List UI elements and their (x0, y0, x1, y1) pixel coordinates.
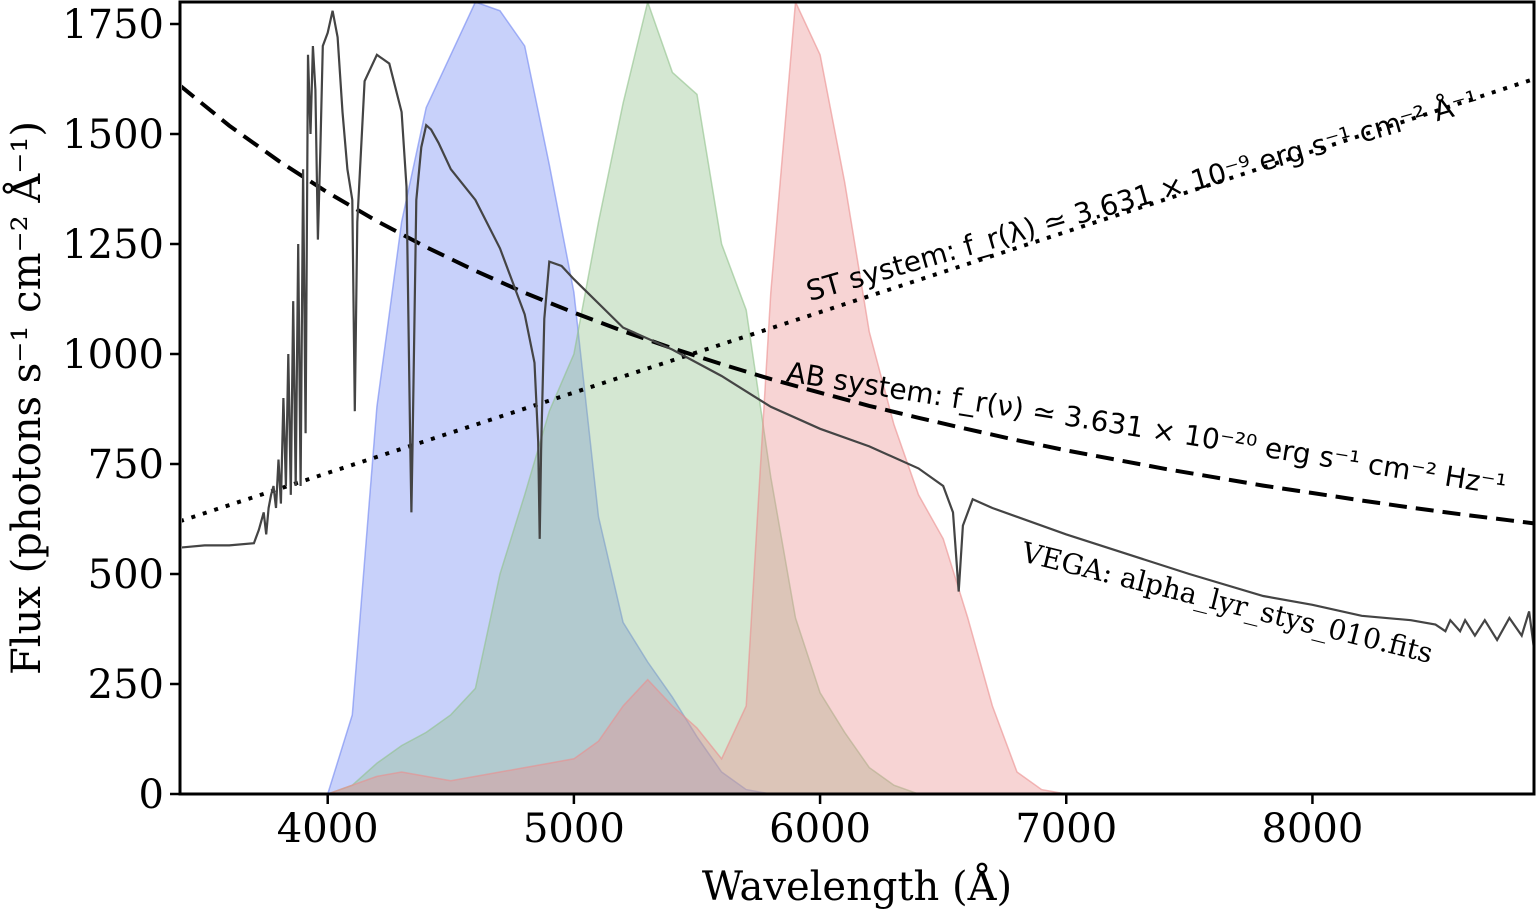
flux-lines (182, 10, 1534, 649)
blue-filter-band (327, 2, 770, 793)
plot-frame (178, 0, 1536, 796)
y-tick-label: 500 (88, 552, 164, 598)
y-tick-label: 1000 (62, 332, 164, 378)
vega-spectrum (182, 10, 1534, 649)
y-tick-label: 1250 (62, 222, 164, 268)
y-tick-label: 250 (88, 662, 164, 708)
x-axis-label: Wavelength (Å) (702, 863, 1012, 910)
x-tick-label: 5000 (523, 806, 625, 852)
y-tick-label: 1750 (62, 2, 164, 48)
y-tick-label: 750 (88, 442, 164, 488)
st-system-annotation: ST system: f_r(λ) ≃ 3.631 × 10⁻⁹ erg s⁻¹… (802, 83, 1482, 308)
ab-system-curve (182, 84, 1534, 526)
y-tick-label: 1500 (62, 112, 164, 158)
y-axis-label: Flux (photons s⁻¹ cm⁻² Å⁻¹) (3, 121, 50, 675)
vega-annotation: VEGA: alpha_lyr_stys_010.fits (1017, 535, 1436, 669)
y-axis-ticks: 0 250 500 750 1000 1250 1500 1750 (62, 2, 180, 818)
x-tick-label: 8000 (1262, 806, 1364, 852)
green-filter-band (328, 2, 918, 793)
x-tick-label: 6000 (769, 806, 871, 852)
y-tick-label: 0 (139, 772, 164, 818)
x-axis-ticks: 4000 5000 6000 7000 8000 (277, 794, 1364, 852)
red-filter-band (328, 2, 1065, 793)
filter-bands (327, 2, 1065, 793)
x-tick-label: 4000 (277, 806, 379, 852)
x-tick-label: 7000 (1015, 806, 1117, 852)
